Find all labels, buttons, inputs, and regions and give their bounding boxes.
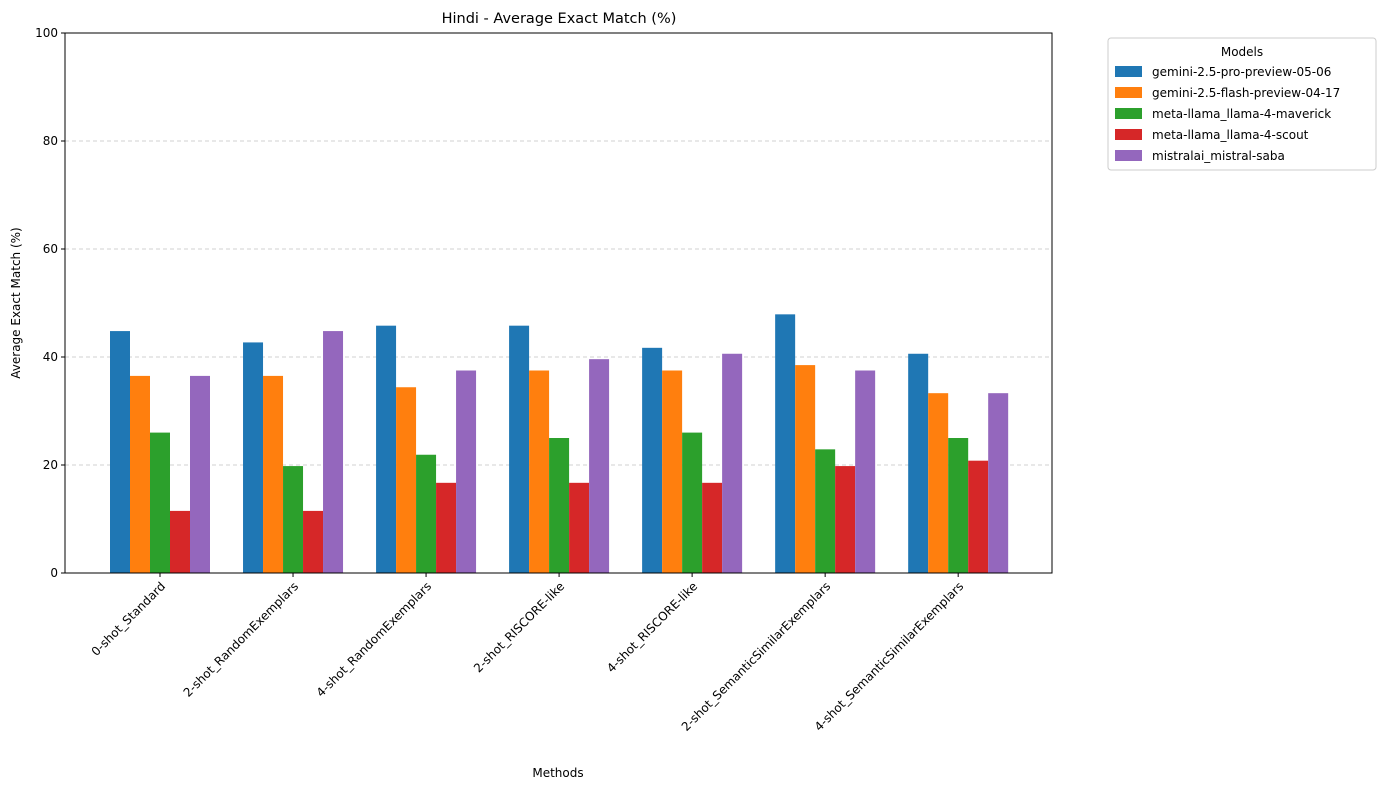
legend-title: Models — [1221, 45, 1263, 59]
bars — [110, 314, 1009, 573]
x-tick-label: 2-shot_RISCORE-like — [471, 579, 567, 675]
legend: Models gemini-2.5-pro-preview-05-06gemin… — [1107, 37, 1377, 171]
legend-label: meta-llama_llama-4-scout — [1152, 128, 1309, 142]
x-tick-label: 2-shot_RandomExemplars — [181, 579, 302, 700]
x-axis-title: Methods — [532, 766, 583, 780]
bar — [775, 314, 796, 573]
legend-items: gemini-2.5-pro-preview-05-06 gemini-2.5-f… — [1115, 65, 1340, 163]
y-tick-label: 60 — [43, 242, 58, 256]
legend-frame — [1107, 37, 1377, 171]
legend-swatch — [1115, 87, 1142, 98]
bar — [456, 370, 477, 573]
bar — [283, 466, 304, 573]
bar — [948, 438, 969, 573]
bar — [243, 342, 264, 573]
x-tick-label: 4-shot_SemanticSimilarExemplars — [812, 579, 967, 734]
x-tick-label: 4-shot_RISCORE-like — [604, 579, 700, 675]
y-tick-label: 100 — [35, 26, 58, 40]
bar — [396, 387, 417, 573]
y-tick-label: 80 — [43, 134, 58, 148]
bar — [928, 393, 949, 573]
gridlines — [65, 140, 1052, 466]
y-axis-ticks: 0 20 40 60 80 100 — [35, 26, 65, 580]
legend-swatch — [1115, 66, 1142, 77]
bar — [642, 347, 663, 573]
bar — [303, 510, 324, 573]
legend-swatch — [1115, 150, 1142, 161]
bar — [110, 331, 130, 573]
bar — [569, 482, 590, 573]
chart-title: Hindi - Average Exact Match (%) — [442, 11, 677, 27]
bar — [170, 510, 190, 573]
bar — [190, 375, 210, 573]
plot-frame — [64, 32, 1053, 574]
legend-label: gemini-2.5-pro-preview-05-06 — [1152, 65, 1331, 79]
bar — [323, 331, 344, 573]
bar — [855, 370, 876, 573]
legend-label: gemini-2.5-flash-preview-04-17 — [1152, 86, 1340, 100]
bar — [589, 359, 610, 573]
x-tick-label: 0-shot_Standard — [89, 579, 169, 659]
bar — [130, 375, 150, 573]
y-tick-label: 0 — [50, 566, 58, 580]
legend-swatch — [1115, 108, 1142, 119]
bar — [376, 325, 397, 573]
bar — [968, 460, 989, 573]
x-tick-label: 4-shot_RandomExemplars — [314, 579, 435, 700]
bar — [795, 365, 816, 573]
bar — [682, 432, 703, 573]
legend-swatch — [1115, 129, 1142, 140]
bar — [908, 353, 929, 573]
x-axis-ticks: 0-shot_Standard 2-shot_RandomExemplars 4-s… — [89, 573, 967, 734]
y-tick-label: 20 — [43, 458, 58, 472]
legend-label: mistralai_mistral-saba — [1152, 149, 1285, 163]
bar — [529, 370, 550, 573]
bar — [815, 449, 836, 573]
bar — [549, 438, 570, 573]
bar — [722, 353, 743, 573]
bar — [263, 375, 284, 573]
legend-label: meta-llama_llama-4-maverick — [1152, 107, 1331, 121]
bar — [702, 482, 723, 573]
bar — [509, 325, 530, 573]
bar — [150, 432, 170, 573]
bar — [835, 466, 856, 573]
bar — [416, 454, 437, 573]
bar — [988, 393, 1009, 573]
x-tick-label: 2-shot_SemanticSimilarExemplars — [679, 579, 834, 734]
y-tick-label: 40 — [43, 350, 58, 364]
y-axis-title: Average Exact Match (%) — [9, 227, 23, 378]
bar — [662, 370, 683, 573]
bar — [436, 482, 457, 573]
